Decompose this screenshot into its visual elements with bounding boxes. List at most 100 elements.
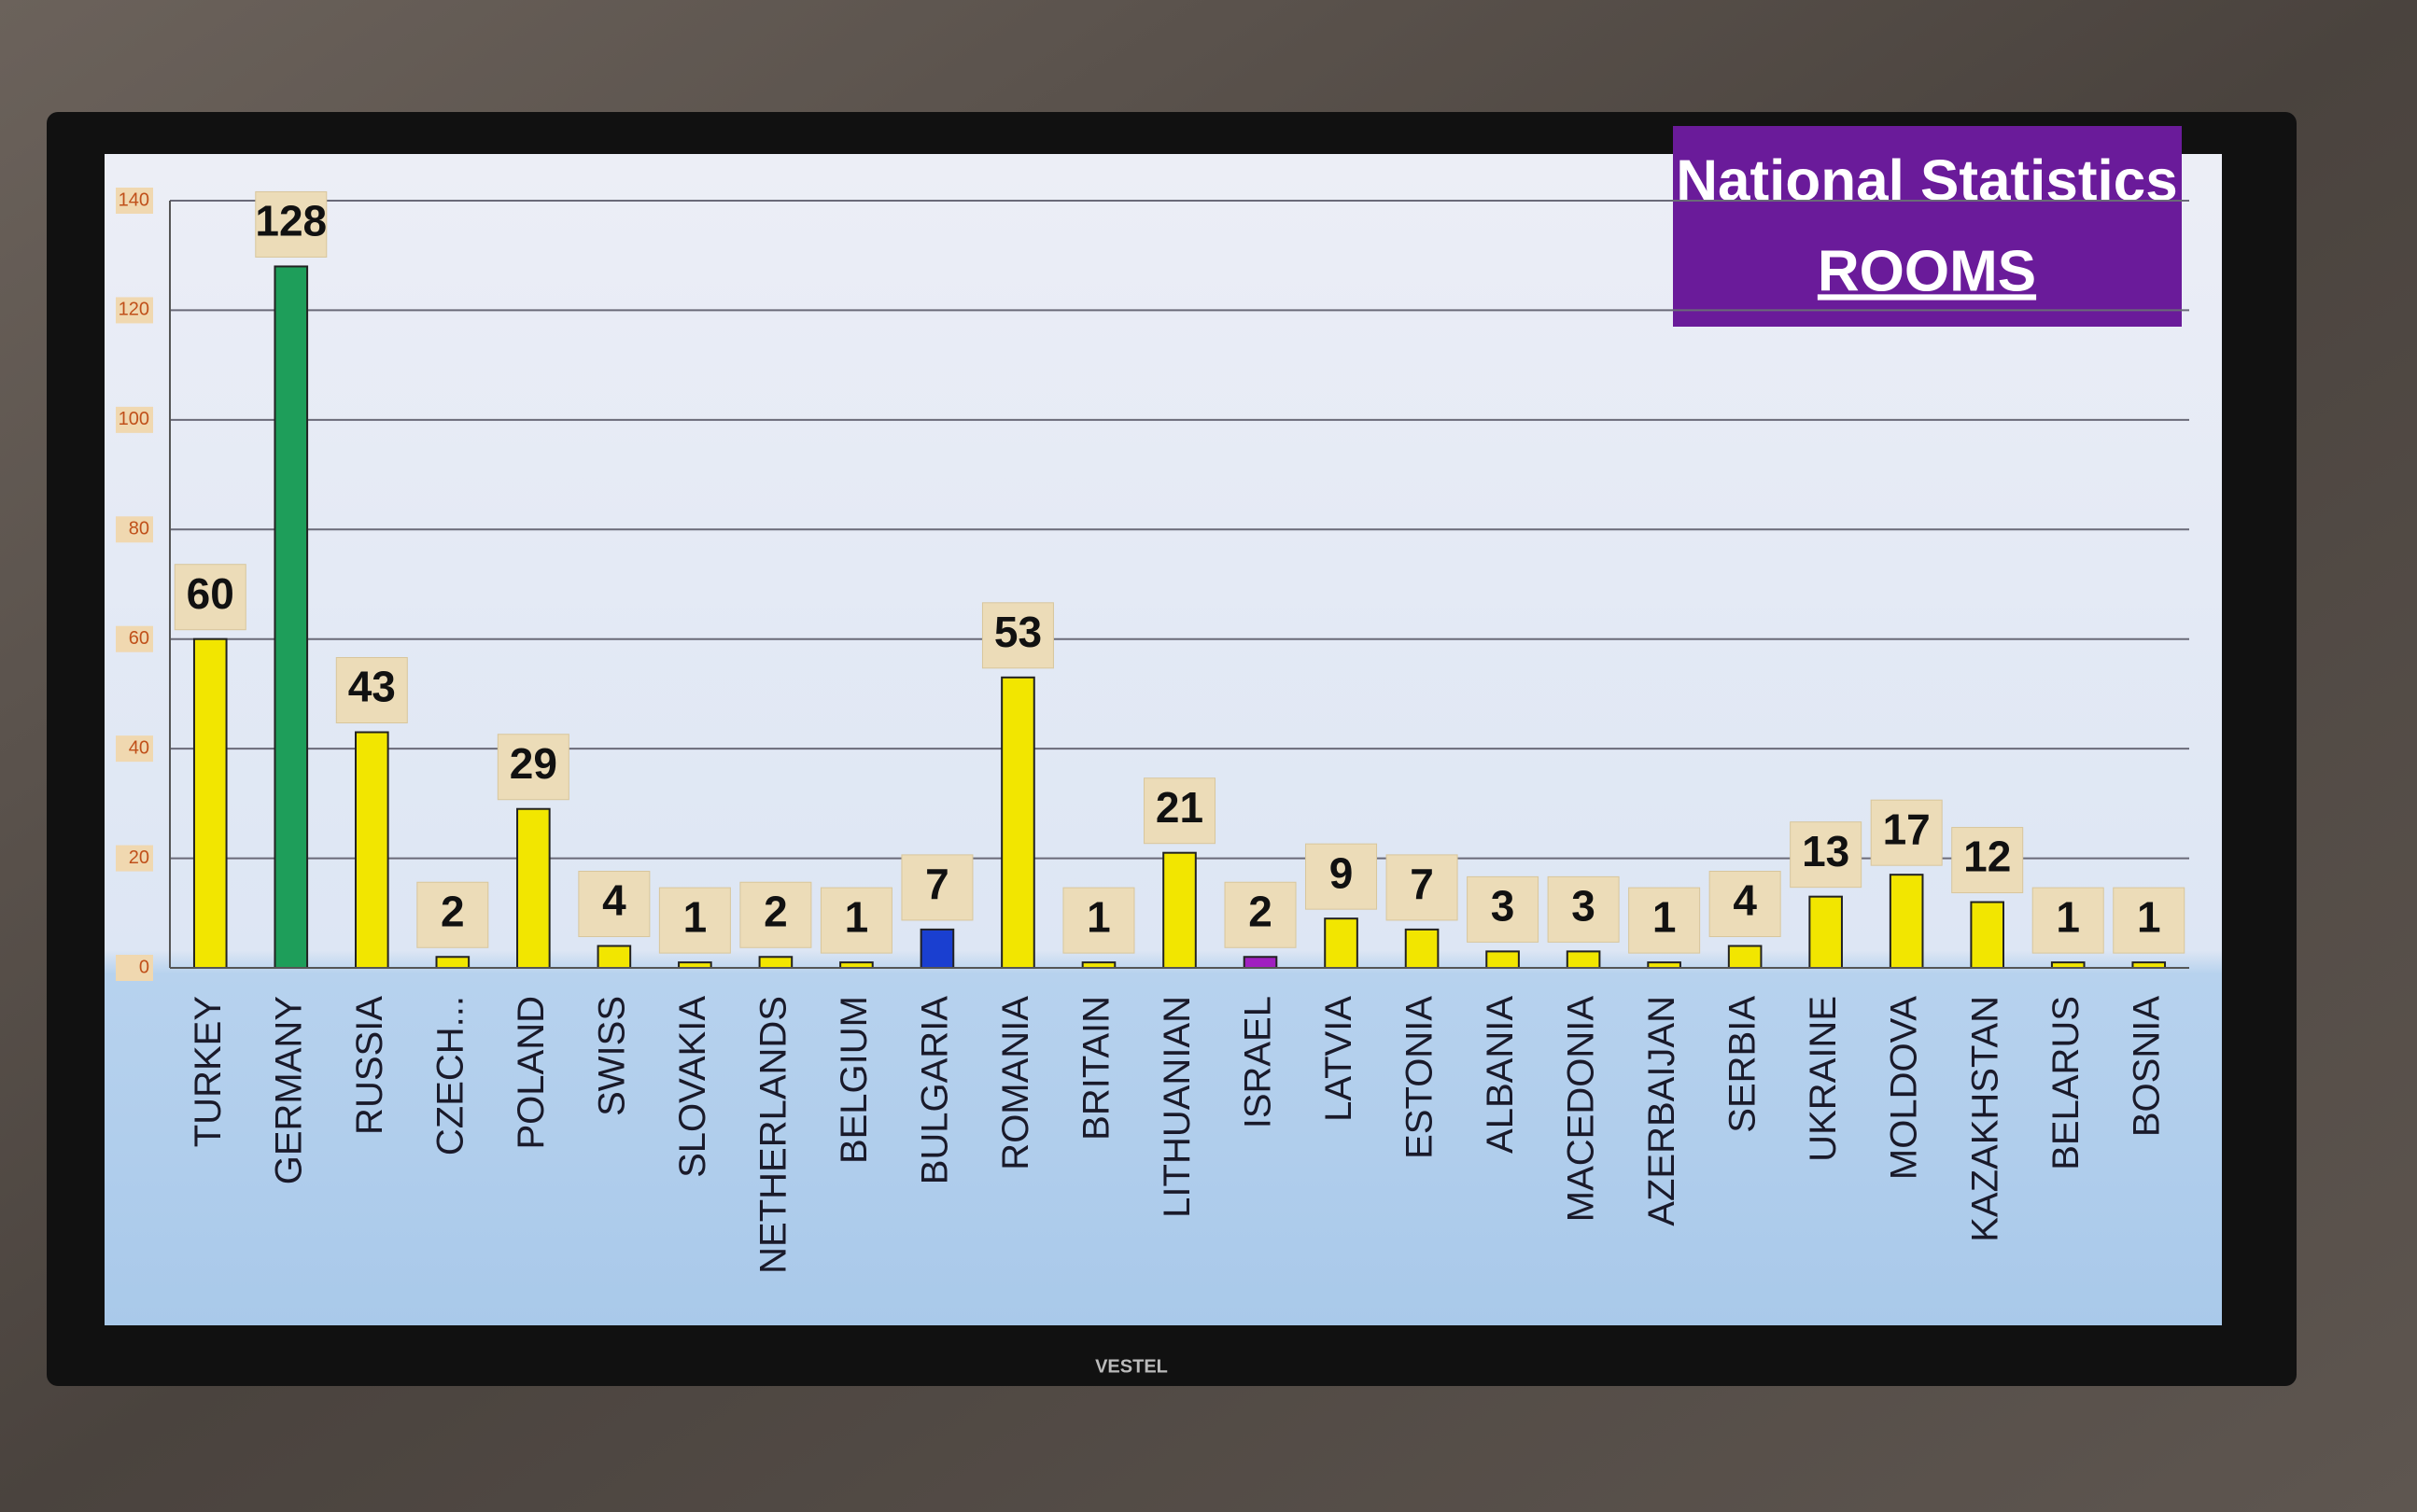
value-label-bg	[739, 881, 812, 948]
brand-logo: VESTEL	[1095, 1356, 1168, 1377]
value-label-bg	[1790, 821, 1862, 889]
value-label-bg	[416, 881, 489, 948]
bar	[758, 956, 794, 970]
value-label: 2	[441, 887, 465, 935]
value-label: 43	[348, 663, 396, 711]
bar	[1324, 917, 1358, 970]
x-tick-label: GERMANY	[268, 996, 309, 1184]
value-label: 1	[845, 892, 869, 941]
y-tick-label: 120	[119, 300, 149, 320]
value-label-bg	[578, 871, 651, 938]
value-label-bg	[901, 854, 974, 921]
chart-subtitle: ROOMS	[1818, 239, 2036, 303]
value-label: 9	[1329, 848, 1354, 897]
y-tick-label: 0	[139, 957, 149, 977]
value-label-bg	[1708, 871, 1781, 938]
y-tick-label: 60	[129, 628, 149, 649]
x-tick-label: BULGARIA	[915, 996, 956, 1185]
y-tick-label: 140	[119, 189, 149, 210]
bar	[516, 807, 551, 969]
value-label-bg	[2113, 887, 2185, 954]
x-tick-label: SWISS	[591, 996, 632, 1116]
bar	[1404, 928, 1440, 970]
value-label: 1	[1087, 892, 1111, 941]
value-label: 29	[510, 739, 557, 788]
bar	[274, 265, 309, 969]
title-box	[1673, 126, 2182, 327]
value-label-bg	[1467, 875, 1539, 943]
x-tick-label: BRITAIN	[1076, 996, 1117, 1141]
x-tick-label: KAZAKHSTAN	[1964, 996, 2005, 1242]
x-tick-label: SERBIA	[1722, 996, 1764, 1133]
bar	[192, 637, 228, 969]
x-tick-label: ROMANIA	[995, 996, 1036, 1170]
x-tick-label: ALBANIA	[1480, 996, 1521, 1154]
x-tick-label: TURKEY	[188, 996, 229, 1147]
y-tick-bg	[116, 735, 153, 763]
bar	[1243, 956, 1278, 970]
y-tick-label: 100	[119, 409, 149, 429]
bar	[1889, 874, 1924, 970]
value-label: 2	[764, 887, 788, 935]
y-tick-bg	[116, 845, 153, 872]
value-label-bg	[658, 887, 731, 954]
y-tick-label: 40	[129, 737, 149, 758]
value-label-bg	[1062, 887, 1135, 954]
value-label-bg	[1144, 777, 1216, 845]
x-tick-label: LATVIA	[1318, 996, 1359, 1122]
value-label: 21	[1156, 783, 1203, 832]
y-tick-bg	[116, 406, 153, 433]
x-tick-label: LITHUANIAN	[1157, 996, 1198, 1218]
value-label: 4	[602, 876, 626, 925]
value-label-bg	[981, 602, 1054, 669]
x-tick-label: AZERBAIJAN	[1641, 996, 1682, 1226]
y-tick-label: 20	[129, 847, 149, 868]
value-label-bg	[1547, 875, 1620, 943]
value-label-bg	[255, 190, 328, 258]
value-label: 60	[187, 569, 234, 618]
value-label: 3	[1491, 882, 1515, 931]
bar	[1970, 901, 2005, 969]
bar	[1808, 895, 1843, 970]
x-tick-label: MOLDOVA	[1884, 996, 1925, 1180]
value-label: 12	[1963, 833, 2011, 881]
value-label: 128	[255, 197, 327, 245]
value-label-bg	[1870, 799, 1943, 866]
x-tick-label: CZECH...	[429, 996, 471, 1155]
y-tick-bg	[116, 188, 153, 214]
value-label-bg	[1951, 827, 2024, 894]
value-label-bg	[497, 734, 569, 801]
x-tick-label: SLOVAKIA	[672, 996, 713, 1178]
value-label: 3	[1571, 882, 1595, 931]
x-tick-label: MACEDONIA	[1561, 996, 1602, 1223]
value-label: 1	[2056, 892, 2080, 941]
y-tick-label: 80	[129, 519, 149, 539]
bar	[1727, 945, 1763, 969]
value-label: 53	[994, 608, 1042, 656]
x-tick-label: BELARUS	[2045, 996, 2087, 1170]
value-label: 4	[1733, 876, 1757, 925]
value-label-bg	[1224, 881, 1297, 948]
bar	[1566, 950, 1601, 970]
bar	[1485, 950, 1520, 970]
bar	[920, 928, 955, 970]
value-label-bg	[1305, 843, 1378, 910]
value-label: 1	[2137, 892, 2161, 941]
bar	[435, 956, 471, 970]
value-label: 1	[683, 892, 708, 941]
value-label-bg	[820, 887, 892, 954]
y-tick-bg	[116, 955, 153, 981]
value-label-bg	[2031, 887, 2104, 954]
value-label: 2	[1248, 887, 1272, 935]
x-tick-label: POLAND	[511, 996, 552, 1150]
y-tick-bg	[116, 516, 153, 543]
x-tick-label: ISRAEL	[1238, 996, 1279, 1128]
value-label-bg	[1628, 887, 1701, 954]
value-label: 7	[925, 860, 949, 908]
x-tick-label: UKRAINE	[1803, 996, 1844, 1162]
bar	[354, 731, 389, 969]
value-label: 17	[1883, 805, 1931, 853]
bar	[1162, 851, 1197, 970]
